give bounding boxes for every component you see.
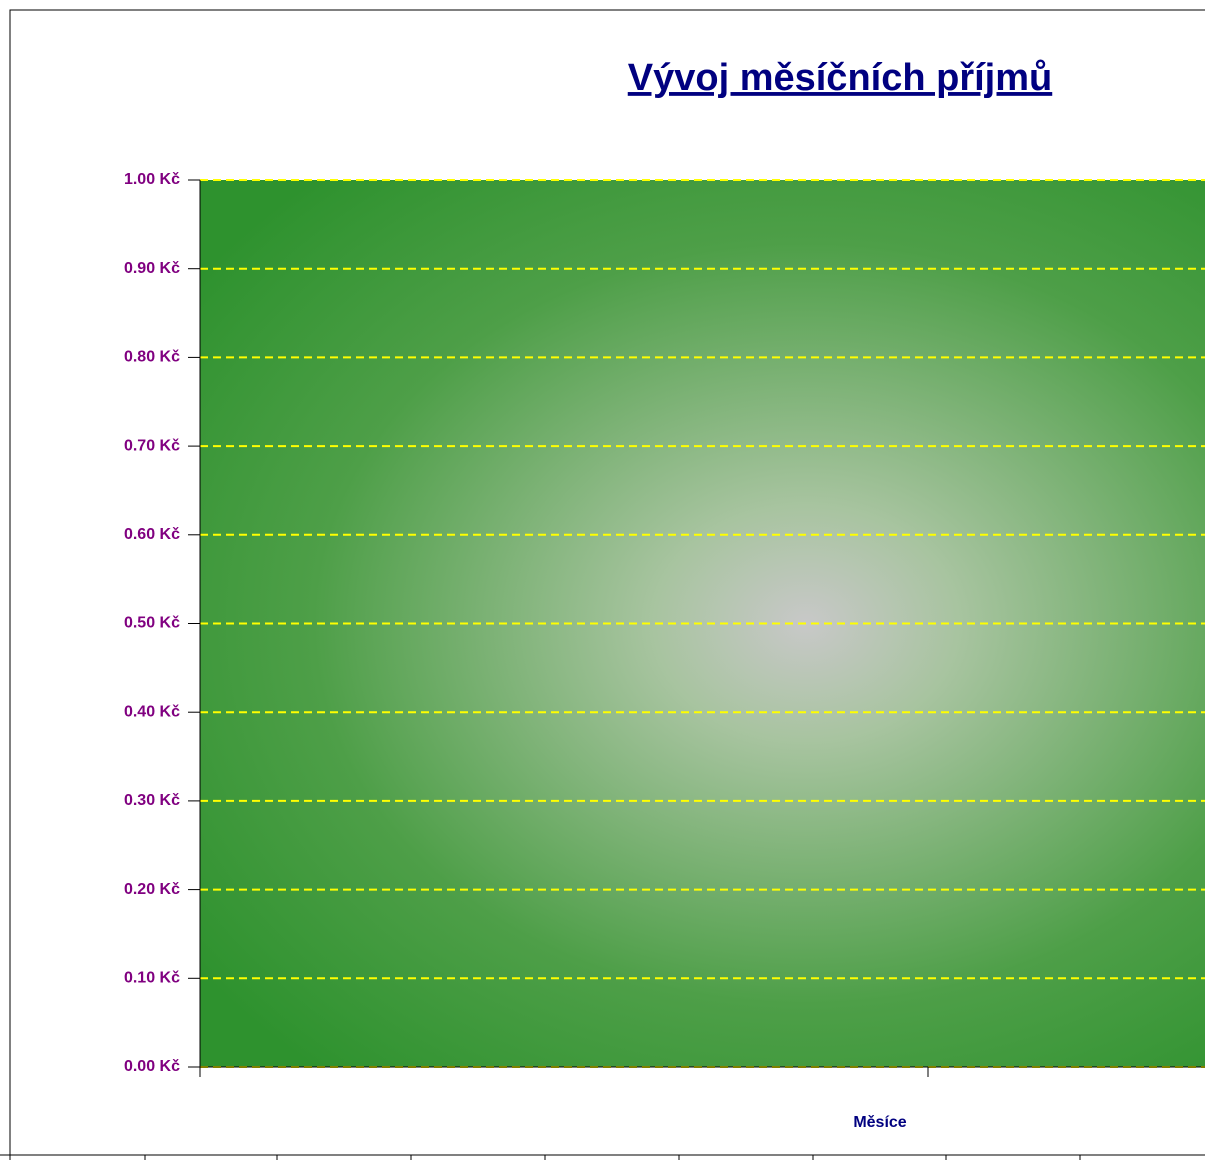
y-tick-label: 0.40 Kč — [124, 703, 180, 720]
y-tick-label: 0.60 Kč — [124, 526, 180, 543]
y-tick-label: 0.30 Kč — [124, 792, 180, 809]
chart-frame — [9, 9, 1205, 1165]
y-tick-label: 0.80 Kč — [124, 349, 180, 366]
y-tick-label: 0.90 Kč — [124, 260, 180, 277]
y-tick-label: 0.10 Kč — [124, 970, 180, 987]
sheet-grid — [0, 1154, 1205, 1160]
chart-title: Vývoj měsíčních příjmů — [628, 57, 1052, 99]
y-tick-label: 1.00 Kč — [124, 171, 180, 188]
y-tick-label: 0.00 Kč — [124, 1058, 180, 1075]
x-axis-label: Měsíce — [853, 1114, 906, 1131]
y-tick-label: 0.20 Kč — [124, 881, 180, 898]
y-tick-label: 0.70 Kč — [124, 437, 180, 454]
y-tick-label: 0.50 Kč — [124, 615, 180, 632]
